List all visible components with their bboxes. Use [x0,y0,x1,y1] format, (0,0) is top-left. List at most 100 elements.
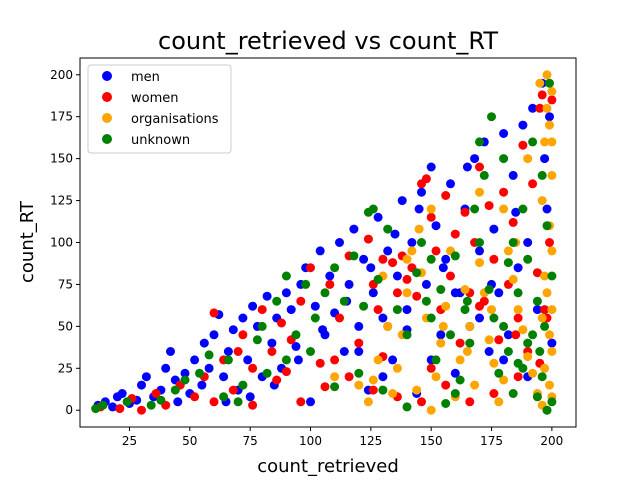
point-men-90 [542,204,552,214]
point-men-33 [267,338,277,348]
point-women-70 [441,380,451,390]
x-tick-label-125: 125 [359,434,382,448]
point-women-28 [378,254,388,264]
point-men-25 [228,325,238,335]
point-men-56 [378,313,388,323]
point-men-38 [291,342,301,351]
point-women-65 [540,305,550,315]
point-unknown-12 [281,271,291,281]
point-unknown-55 [547,271,557,281]
point-unknown-18 [339,296,349,306]
point-organisations-63 [542,103,552,113]
point-unknown-2 [122,397,132,407]
point-men-98 [414,204,424,214]
point-men-15 [180,368,190,378]
legend-label-women: women [131,91,179,106]
point-men-114 [354,347,364,356]
x-tick-label-150: 150 [420,434,443,448]
point-women-59 [528,179,538,189]
point-unknown-22 [368,204,378,214]
point-organisations-57 [414,224,424,234]
point-women-39 [431,246,441,256]
point-unknown-32 [436,285,446,294]
point-men-66 [426,162,436,172]
point-women-81 [281,367,291,377]
point-women-33 [402,274,412,284]
point-organisations-11 [547,305,557,315]
point-men-83 [508,170,518,180]
point-women-38 [426,212,436,222]
point-organisations-65 [487,305,496,315]
point-women-84 [426,363,436,373]
point-men-60 [397,196,407,206]
point-women-13 [248,363,258,373]
point-men-76 [475,246,484,256]
point-organisations-12 [537,313,547,323]
legend-marker-unknown [102,134,112,144]
point-men-28 [243,355,253,365]
y-tick-label-100: 100 [50,236,73,250]
point-organisations-30 [484,335,494,345]
point-unknown-84 [180,375,190,385]
point-unknown-59 [547,397,557,407]
y-axis-label: count_RT [17,200,38,283]
point-men-92 [545,112,554,122]
point-unknown-47 [508,238,518,247]
point-women-74 [344,372,354,382]
point-unknown-81 [257,321,267,331]
point-organisations-58 [402,254,412,264]
point-men-71 [450,368,460,378]
point-organisations-22 [523,352,533,362]
point-organisations-16 [545,380,554,390]
point-unknown-1 [98,400,108,410]
point-unknown-82 [238,380,248,390]
point-unknown-83 [219,392,229,402]
point-organisations-4 [540,137,550,147]
point-unknown-74 [426,254,436,264]
point-organisations-24 [513,305,523,315]
point-women-41 [441,191,451,200]
point-unknown-53 [537,170,547,180]
point-organisations-5 [547,170,557,180]
point-men-42 [310,301,320,311]
point-unknown-71 [475,238,484,247]
point-unknown-31 [431,355,441,365]
point-women-64 [545,238,554,247]
point-women-20 [315,358,325,368]
y-tick-label-175: 175 [50,110,73,124]
legend-marker-women [102,92,112,102]
point-men-47 [335,238,344,247]
point-men-107 [523,238,533,247]
y-tick-label-200: 200 [50,68,73,82]
point-organisations-21 [528,368,538,378]
point-women-12 [238,330,248,340]
point-men-29 [248,301,258,311]
point-women-16 [277,318,286,328]
point-organisations-1 [542,70,552,80]
point-unknown-58 [535,347,545,356]
point-organisations-32 [475,258,484,268]
point-unknown-27 [412,268,422,278]
point-men-32 [262,291,272,301]
point-organisations-13 [545,330,554,340]
point-men-75 [470,154,480,164]
point-men-52 [359,254,369,264]
point-organisations-34 [465,321,475,331]
point-unknown-8 [233,397,243,407]
point-organisations-68 [354,380,364,390]
y-axis-ticks: 0 25 50 75 100 125 150 175 200 [50,68,80,417]
point-women-18 [296,296,306,306]
point-women-11 [228,385,238,395]
point-men-14 [173,397,183,407]
point-men-103 [293,355,303,365]
point-organisations-33 [470,380,480,390]
x-tick-label-50: 50 [182,434,197,448]
point-organisations-3 [545,120,554,130]
point-women-21 [325,279,335,289]
point-organisations-56 [426,204,436,214]
point-organisations-40 [436,338,446,348]
point-unknown-9 [252,335,262,345]
point-men-43 [315,246,325,256]
point-unknown-43 [489,313,499,323]
point-unknown-14 [301,279,311,289]
